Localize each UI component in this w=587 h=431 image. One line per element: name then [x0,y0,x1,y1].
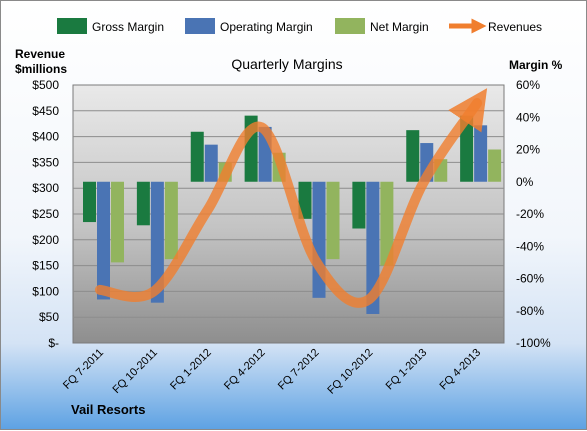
bar-gross-margin [136,181,150,226]
legend-label-net-margin: Net Margin [370,20,429,34]
category-tick-label: FQ 7-2011 [61,347,106,392]
left-tick-label: $300 [32,181,59,195]
left-tick-label: $500 [32,78,59,92]
right-tick-label: -20% [516,207,544,221]
category-tick-label: FQ 1-2012 [168,347,214,393]
legend-label-revenues: Revenues [488,20,542,34]
right-tick-label: 0% [516,175,534,189]
category-tick-label: FQ 1-2013 [384,347,430,393]
bar-operating-margin [366,181,380,314]
chart-title: Quarterly Margins [231,56,342,72]
right-tick-label: 60% [516,78,540,92]
bar-gross-margin [190,131,204,182]
right-tick-label: -60% [516,272,544,286]
legend: Gross Margin Operating Margin Net Margin… [57,18,542,34]
bar-operating-margin [474,125,488,182]
bar-operating-margin [204,144,218,182]
category-tick-label: FQ 10-2011 [111,347,160,396]
legend-swatch-operating-margin [185,18,215,34]
left-tick-label: $150 [32,259,59,273]
category-tick-label: FQ 10-2012 [325,347,375,397]
right-axis-label: Margin % [509,58,563,72]
legend-swatch-net-margin [335,18,365,34]
legend-label-operating-margin: Operating Margin [220,20,313,34]
bar-net-margin [380,181,394,266]
bar-gross-margin [298,181,312,219]
bar-net-margin [326,181,340,260]
left-tick-label: $100 [32,284,59,298]
category-tick-label: FQ 4-2012 [222,347,268,393]
category-tick-label: FQ 4-2013 [438,347,484,393]
bar-operating-margin [97,181,110,300]
bar-gross-margin [352,181,366,229]
bar-net-margin [164,181,178,260]
legend-swatch-gross-margin [57,18,87,34]
left-tick-label: $450 [32,104,59,118]
right-tick-label: -80% [516,304,544,318]
bar-net-margin [488,149,502,182]
left-tick-label: $- [48,336,59,350]
left-tick-label: $350 [32,155,59,169]
bar-net-margin [111,181,124,263]
left-tick-label: $250 [32,207,59,221]
category-tick-label: FQ 7-2012 [276,347,322,393]
right-tick-label: 20% [516,143,540,157]
right-tick-label: -40% [516,239,544,253]
right-tick-label: -100% [516,336,551,350]
revenue-line [94,88,488,308]
bar-gross-margin [83,181,96,223]
bars [83,115,502,314]
bar-operating-margin [150,181,164,303]
line-revenues [94,88,488,308]
legend-label-gross-margin: Gross Margin [92,20,164,34]
left-tick-label: $400 [32,130,59,144]
company-label: Vail Resorts [71,402,145,417]
left-tick-label: $50 [39,310,59,324]
left-axis-label-line2: $millions [15,62,67,76]
bar-gross-margin [406,130,420,182]
right-tick-label: 40% [516,110,540,124]
left-tick-label: $200 [32,233,59,247]
left-axis-label-line1: Revenue [15,47,65,61]
